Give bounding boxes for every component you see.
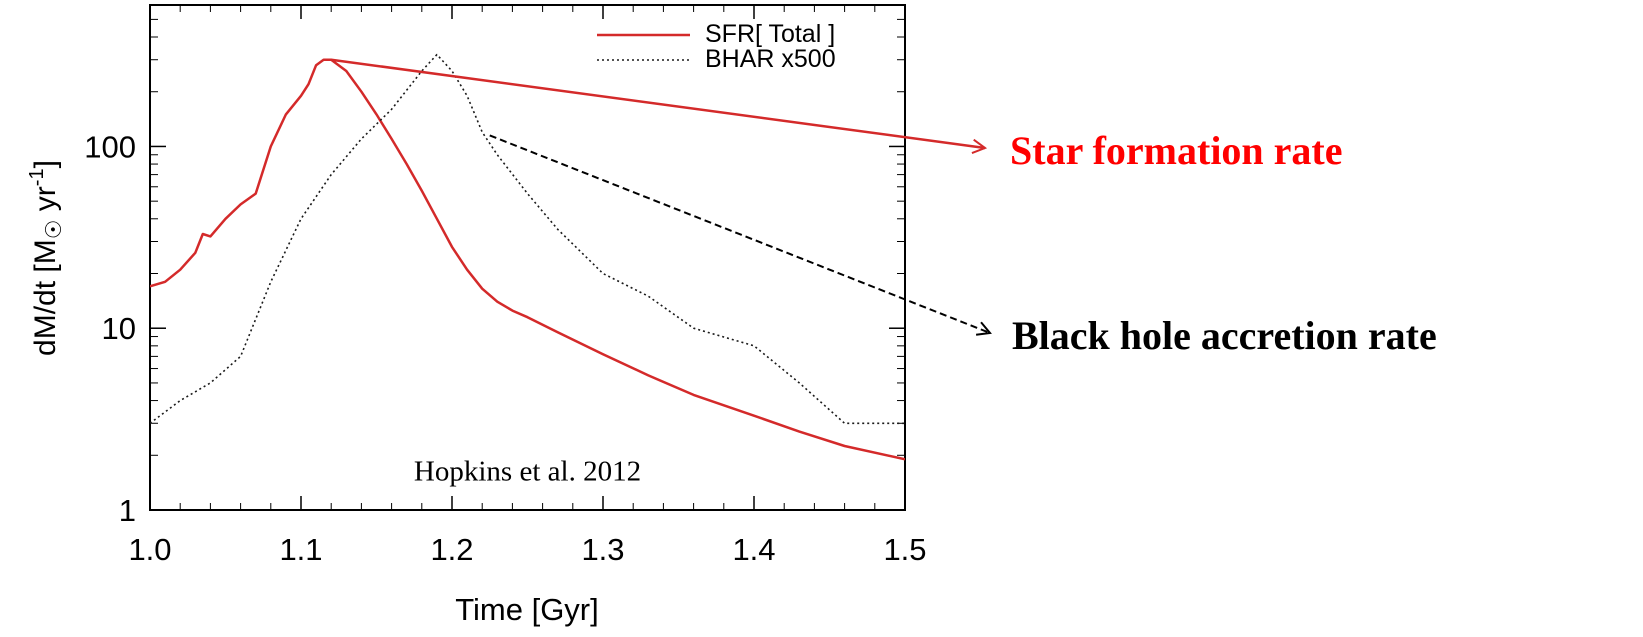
arrow-head-0	[971, 138, 988, 154]
y-axis-ticks: 1 10 100	[84, 4, 905, 528]
y-axis-label-main: dM/dt [M	[29, 239, 62, 356]
legend: SFR[ Total ] BHAR x500	[597, 20, 836, 73]
arrow-head-1	[975, 321, 992, 336]
y-axis-label-sun-symbol: ☉	[41, 220, 66, 240]
svg-text:dM/dt [M☉ yr-1]: dM/dt [M☉ yr-1]	[26, 160, 66, 356]
x-axis-label: Time [Gyr]	[455, 592, 599, 627]
y-tick-label-0: 1	[119, 493, 136, 528]
y-axis-label-unit: yr	[29, 186, 62, 211]
y-tick-label-1: 10	[102, 311, 136, 346]
x-tick-label-1: 1.1	[279, 532, 322, 567]
x-tick-label-5: 1.5	[883, 532, 926, 567]
arrow-line-1	[489, 134, 991, 334]
legend-label-sfr: SFR[ Total ]	[705, 20, 835, 48]
star-formation-rate-label: Star formation rate	[1010, 128, 1343, 173]
y-tick-label-2: 100	[84, 129, 136, 164]
x-tick-label-0: 1.0	[128, 532, 171, 567]
plot-frame	[149, 4, 906, 511]
x-tick-label-3: 1.3	[581, 532, 624, 567]
legend-label-bhar: BHAR x500	[705, 45, 836, 73]
y-axis-label-exponent: -1	[26, 168, 48, 186]
x-tick-label-2: 1.2	[430, 532, 473, 567]
series-layer	[150, 53, 905, 461]
black-hole-accretion-rate-label: Black hole accretion rate	[1012, 313, 1437, 358]
series-line-1	[150, 53, 905, 425]
y-axis-label-close: ]	[29, 160, 62, 168]
x-tick-label-4: 1.4	[732, 532, 775, 567]
citation-annotation: Hopkins et al. 2012	[414, 455, 641, 487]
series-line-0	[150, 58, 905, 461]
arrow-line-0	[331, 58, 986, 150]
x-axis-ticks: 1.0 1.1 1.2 1.3 1.4 1.5	[128, 5, 927, 567]
y-axis-label: dM/dt [M☉ yr-1]	[26, 160, 66, 356]
arrow-layer	[331, 58, 992, 336]
